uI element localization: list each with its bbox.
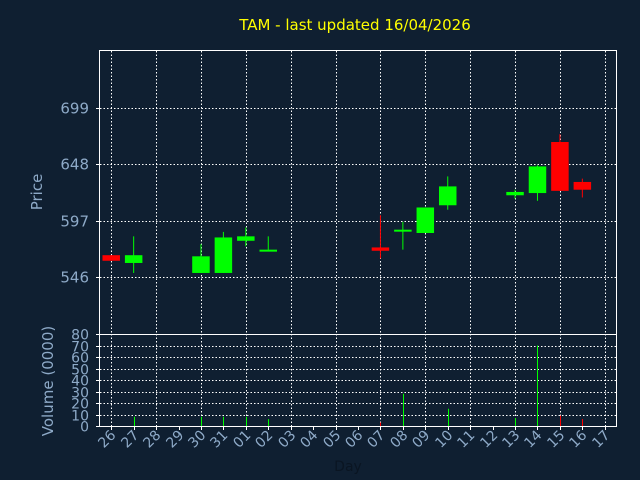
volume-tick-label: 80 <box>71 328 89 344</box>
x-tick-label: 17 <box>589 428 613 452</box>
x-tick-label: 10 <box>432 428 456 452</box>
x-tick-label: 06 <box>342 427 366 451</box>
volume-tick-label: 40 <box>71 374 89 390</box>
volume-tick-label: 60 <box>71 351 89 367</box>
price-tick-label: 648 <box>60 156 89 174</box>
volume-tick-label: 10 <box>71 409 89 425</box>
candle-body <box>124 255 143 263</box>
price-panel: 546 597 648 699 Price <box>28 50 617 335</box>
price-tick-label: 699 <box>60 100 89 118</box>
price-axis-label: Price <box>28 174 46 211</box>
price-tick-label: 597 <box>60 213 89 231</box>
x-tick-label: 14 <box>521 427 545 451</box>
x-tick-label: 15 <box>544 428 568 452</box>
x-tick-label: 02 <box>252 428 276 452</box>
volume-tick-label: 50 <box>71 363 89 379</box>
candle-body <box>573 181 592 190</box>
x-tick-label: 01 <box>230 428 254 452</box>
x-tick-label: 04 <box>297 427 321 451</box>
candle-body <box>102 255 120 261</box>
candles <box>102 134 592 273</box>
x-tick-label: 28 <box>140 428 164 452</box>
x-tick-label: 16 <box>566 427 590 451</box>
candle-body <box>528 166 547 194</box>
x-axis-label: Day <box>334 459 362 475</box>
volume-tick-label: 30 <box>71 386 89 402</box>
x-tick-label: 13 <box>499 428 523 452</box>
candle-body <box>371 247 390 251</box>
candle-body <box>551 142 569 191</box>
x-tick-label: 31 <box>207 428 231 452</box>
candle-body <box>237 236 255 241</box>
candle-body <box>506 191 524 196</box>
x-tick-label: 12 <box>477 428 501 452</box>
price-axis: 546 597 648 699 <box>60 100 100 287</box>
x-tick-label: 07 <box>364 428 388 452</box>
volume-grid <box>100 334 616 426</box>
candle-body <box>259 249 278 252</box>
candle-body <box>214 237 233 273</box>
x-tick-label: 29 <box>163 428 187 452</box>
x-tick-label: 05 <box>320 428 344 452</box>
candle-body <box>192 256 210 273</box>
price-tick-label: 546 <box>60 269 89 287</box>
x-tick-label: 09 <box>409 428 433 452</box>
chart-title: TAM - last updated 16/04/2026 <box>238 16 471 34</box>
candle-body <box>416 207 435 234</box>
candle-body <box>438 186 457 206</box>
x-tick-label: 26 <box>95 427 119 451</box>
volume-tick-label: 20 <box>71 397 89 413</box>
candle-body <box>394 229 412 232</box>
x-tick-label: 08 <box>387 428 411 452</box>
volume-axis-label: Volume (0000) <box>39 326 57 436</box>
x-tick-label: 30 <box>185 428 209 452</box>
volume-bars <box>134 345 583 426</box>
x-tick-label: 11 <box>454 428 478 452</box>
x-tick-label: 27 <box>118 428 142 452</box>
volume-tick-label: 0 <box>80 420 89 436</box>
volume-tick-label: 70 <box>71 340 89 356</box>
x-tick-label: 03 <box>275 428 299 452</box>
